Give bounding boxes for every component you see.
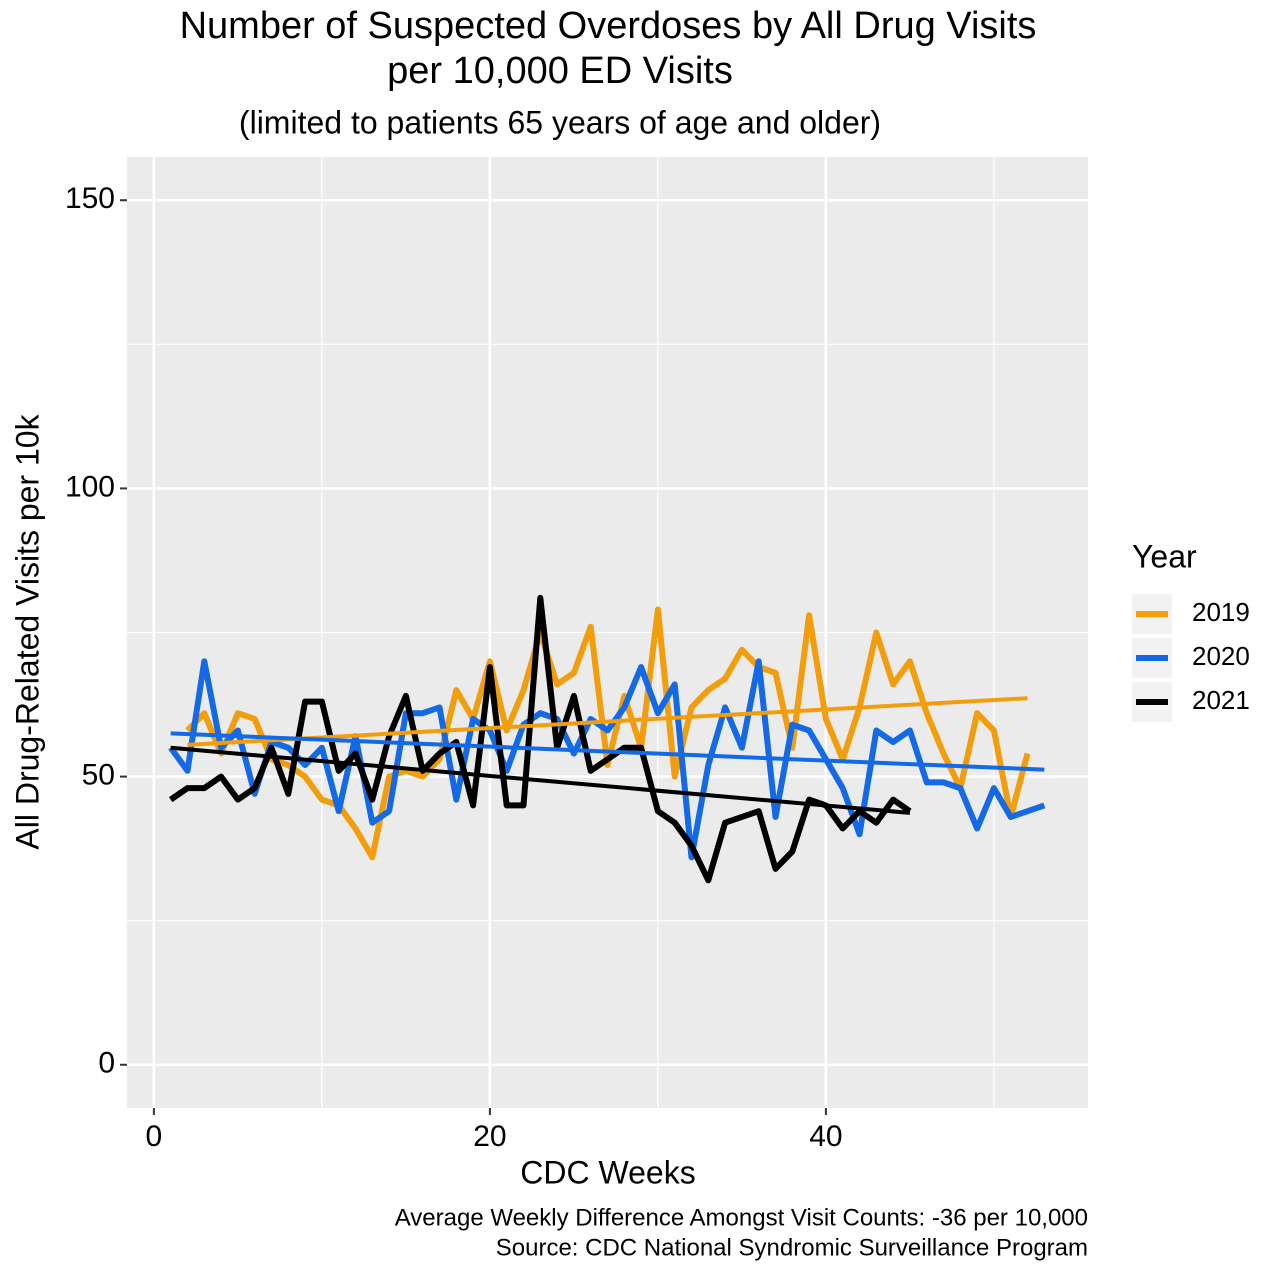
legend-label: 2020 [1192,641,1250,671]
y-tick-label: 100 [65,470,115,503]
line [168,658,1046,861]
x-tick-label: 0 [146,1120,163,1153]
trend-line [170,731,1045,772]
caption: Source: CDC National Syndromic Surveilla… [496,1234,1088,1261]
x-axis-label: CDC Weeks [520,1154,695,1190]
legend-title: Year [1132,538,1197,574]
legend-label: 2021 [1192,685,1250,715]
chart-subtitle: (limited to patients 65 years of age and… [239,104,881,140]
trend-line [170,745,911,815]
y-tick-label: 50 [82,759,115,792]
trend-line [187,696,1028,747]
y-tick-label: 150 [65,182,115,215]
legend-label: 2019 [1192,597,1250,627]
y-axis-label: All Drug-Related Visits per 10k [9,413,45,849]
line [185,606,1031,861]
chart-title: Number of Suspected Overdoses by All Dru… [180,5,1037,47]
line [168,594,912,884]
chart-title: per 10,000 ED Visits [387,50,733,92]
x-tick-label: 40 [809,1120,842,1153]
caption: Average Weekly Difference Amongst Visit … [395,1204,1088,1231]
y-tick-label: 0 [98,1047,115,1080]
x-tick-label: 20 [473,1120,506,1153]
